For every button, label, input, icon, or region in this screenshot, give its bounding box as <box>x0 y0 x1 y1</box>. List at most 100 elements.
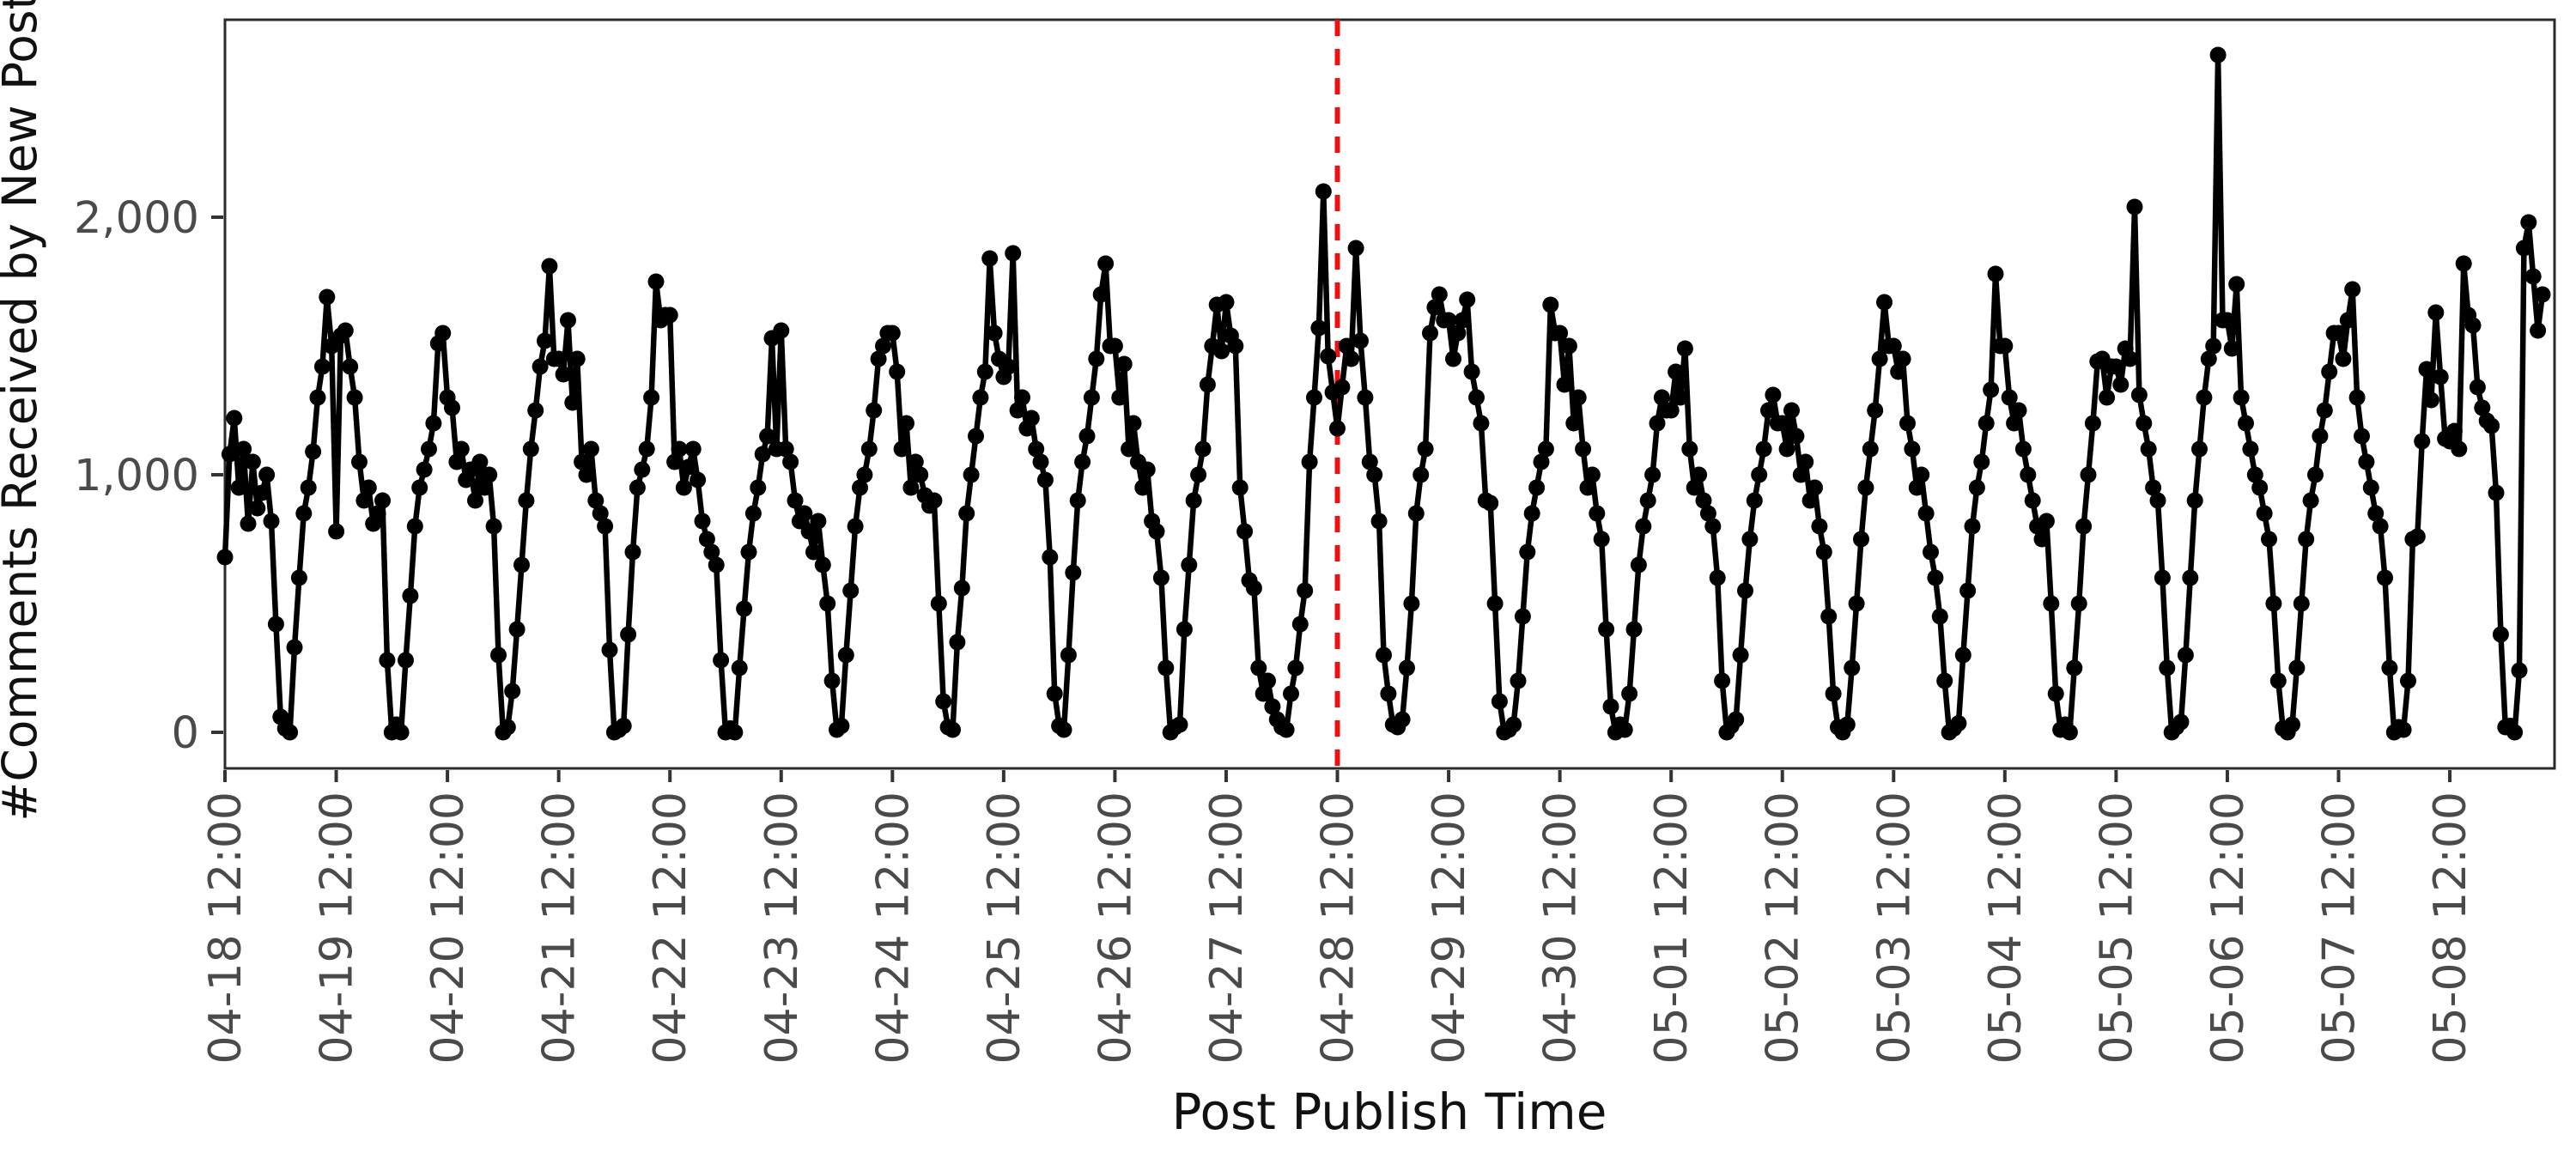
y-axis-title: #Comments Received by New Posts <box>0 0 47 822</box>
data-point <box>1825 685 1842 702</box>
data-point <box>833 718 850 734</box>
data-point <box>1338 337 1355 355</box>
data-point <box>1593 531 1610 548</box>
data-point <box>1556 376 1573 393</box>
data-point <box>1181 556 1198 573</box>
data-point <box>1714 672 1731 689</box>
data-point <box>2302 492 2319 509</box>
data-point <box>2451 440 2468 458</box>
data-point <box>541 258 558 275</box>
data-point <box>731 659 748 677</box>
data-point <box>1644 466 1662 483</box>
data-point <box>2261 531 2277 548</box>
data-point <box>1978 415 1995 432</box>
data-point <box>360 479 377 496</box>
data-point <box>253 484 270 501</box>
data-point <box>2140 440 2157 458</box>
data-point <box>1320 348 1337 365</box>
data-point <box>2358 453 2375 470</box>
data-point <box>597 518 614 535</box>
x-tick-label: 04-27 12:00 <box>1201 792 1253 1064</box>
data-point <box>2075 518 2093 535</box>
data-point <box>1853 531 1869 548</box>
data-point <box>379 652 396 669</box>
data-point <box>1523 505 1540 522</box>
data-point <box>744 505 762 522</box>
data-point <box>694 513 711 530</box>
data-point <box>1899 415 1916 432</box>
data-point <box>1668 363 1685 380</box>
data-point <box>490 646 507 664</box>
x-tick-label: 05-08 12:00 <box>2425 792 2476 1064</box>
x-tick-label: 04-28 12:00 <box>1313 792 1364 1064</box>
data-point <box>684 440 702 458</box>
data-point <box>1885 337 1902 355</box>
data-point <box>1709 569 1726 586</box>
data-point <box>1306 389 1322 406</box>
data-point <box>2242 440 2259 458</box>
data-point <box>1732 646 1749 664</box>
data-point <box>889 363 906 380</box>
data-point <box>1097 255 1115 272</box>
data-point <box>2172 713 2190 731</box>
data-point <box>221 446 238 463</box>
data-point <box>750 479 767 496</box>
data-point <box>1691 466 1708 483</box>
data-point <box>267 616 284 633</box>
data-point <box>263 513 280 530</box>
data-point <box>2335 350 2352 367</box>
data-point <box>286 639 303 656</box>
data-point <box>866 402 883 419</box>
data-point <box>1820 608 1838 625</box>
data-point <box>416 461 433 478</box>
data-point <box>814 556 831 573</box>
x-tick-label: 04-21 12:00 <box>534 792 586 1064</box>
data-point <box>1728 711 1745 728</box>
data-point <box>555 366 572 383</box>
data-point <box>2298 531 2315 548</box>
data-point <box>1152 569 1170 586</box>
data-point <box>481 466 498 483</box>
data-point <box>2312 428 2329 445</box>
data-point <box>2043 595 2060 612</box>
data-point <box>852 479 868 496</box>
data-point <box>1931 608 1948 625</box>
data-point <box>2006 415 2023 432</box>
data-point <box>1361 453 1378 470</box>
data-point <box>1194 440 1212 458</box>
data-point <box>2515 240 2532 257</box>
data-point <box>1334 379 1351 396</box>
data-point <box>1575 440 1592 458</box>
data-point <box>1036 471 1054 488</box>
data-point <box>945 721 961 738</box>
data-point <box>875 337 891 355</box>
data-point <box>425 415 442 432</box>
data-point <box>1431 286 1448 303</box>
data-point <box>1370 513 1388 530</box>
data-point <box>1157 659 1175 677</box>
data-point <box>1662 402 1680 419</box>
data-point <box>1927 569 1944 586</box>
data-point <box>2432 368 2449 385</box>
data-point <box>629 479 646 496</box>
x-tick-label: 04-30 12:00 <box>1535 792 1587 1064</box>
data-point <box>1936 672 1953 689</box>
data-point <box>1227 337 1244 355</box>
data-point <box>2024 492 2041 509</box>
data-point <box>2455 255 2472 272</box>
data-point <box>351 453 368 470</box>
data-point <box>1797 453 1814 470</box>
data-point <box>926 492 943 509</box>
data-point <box>601 641 618 658</box>
data-point <box>1407 505 1425 522</box>
data-point <box>810 513 827 530</box>
data-point <box>698 531 715 548</box>
data-point <box>2205 337 2222 355</box>
data-point <box>634 461 651 478</box>
plot-panel-border <box>223 18 2556 770</box>
data-point <box>782 453 799 470</box>
data-point <box>1403 595 1420 612</box>
data-point <box>2372 518 2389 535</box>
data-point <box>643 389 660 406</box>
data-point <box>1755 440 1772 458</box>
